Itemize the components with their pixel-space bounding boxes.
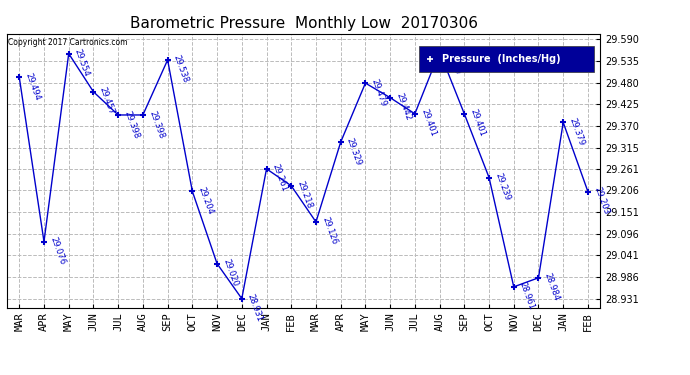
Text: 29.329: 29.329 [345,136,363,166]
Text: 29.126: 29.126 [320,216,339,246]
Text: 29.203: 29.203 [592,186,611,216]
Text: 29.261: 29.261 [270,163,289,194]
Text: 28.961: 28.961 [518,281,536,312]
Text: 29.401: 29.401 [419,108,437,138]
Text: 28.984: 28.984 [542,272,561,302]
Text: 29.538: 29.538 [172,54,190,84]
Text: 29.218: 29.218 [295,180,314,210]
Text: 29.204: 29.204 [197,185,215,216]
Text: 29.398: 29.398 [147,109,166,140]
Text: 29.457: 29.457 [97,86,116,116]
Text: 28.931: 28.931 [246,293,264,323]
Text: 29.479: 29.479 [370,77,388,108]
Text: 29.076: 29.076 [48,236,66,266]
Text: 29.559: 29.559 [444,46,462,76]
Text: 29.554: 29.554 [73,48,91,78]
Text: 29.494: 29.494 [23,71,42,102]
Text: 29.239: 29.239 [493,172,511,202]
Bar [420,46,594,72]
Text: 29.398: 29.398 [122,109,141,140]
Text: 29.401: 29.401 [469,108,487,138]
Text: Copyright 2017 Cartronics.com: Copyright 2017 Cartronics.com [8,38,128,47]
Title: Barometric Pressure  Monthly Low  20170306: Barometric Pressure Monthly Low 20170306 [130,16,477,31]
Text: 29.020: 29.020 [221,258,239,288]
Text: Pressure  (Inches/Hg): Pressure (Inches/Hg) [442,54,560,64]
Text: 29.442: 29.442 [394,92,413,122]
Text: 29.379: 29.379 [567,117,586,147]
